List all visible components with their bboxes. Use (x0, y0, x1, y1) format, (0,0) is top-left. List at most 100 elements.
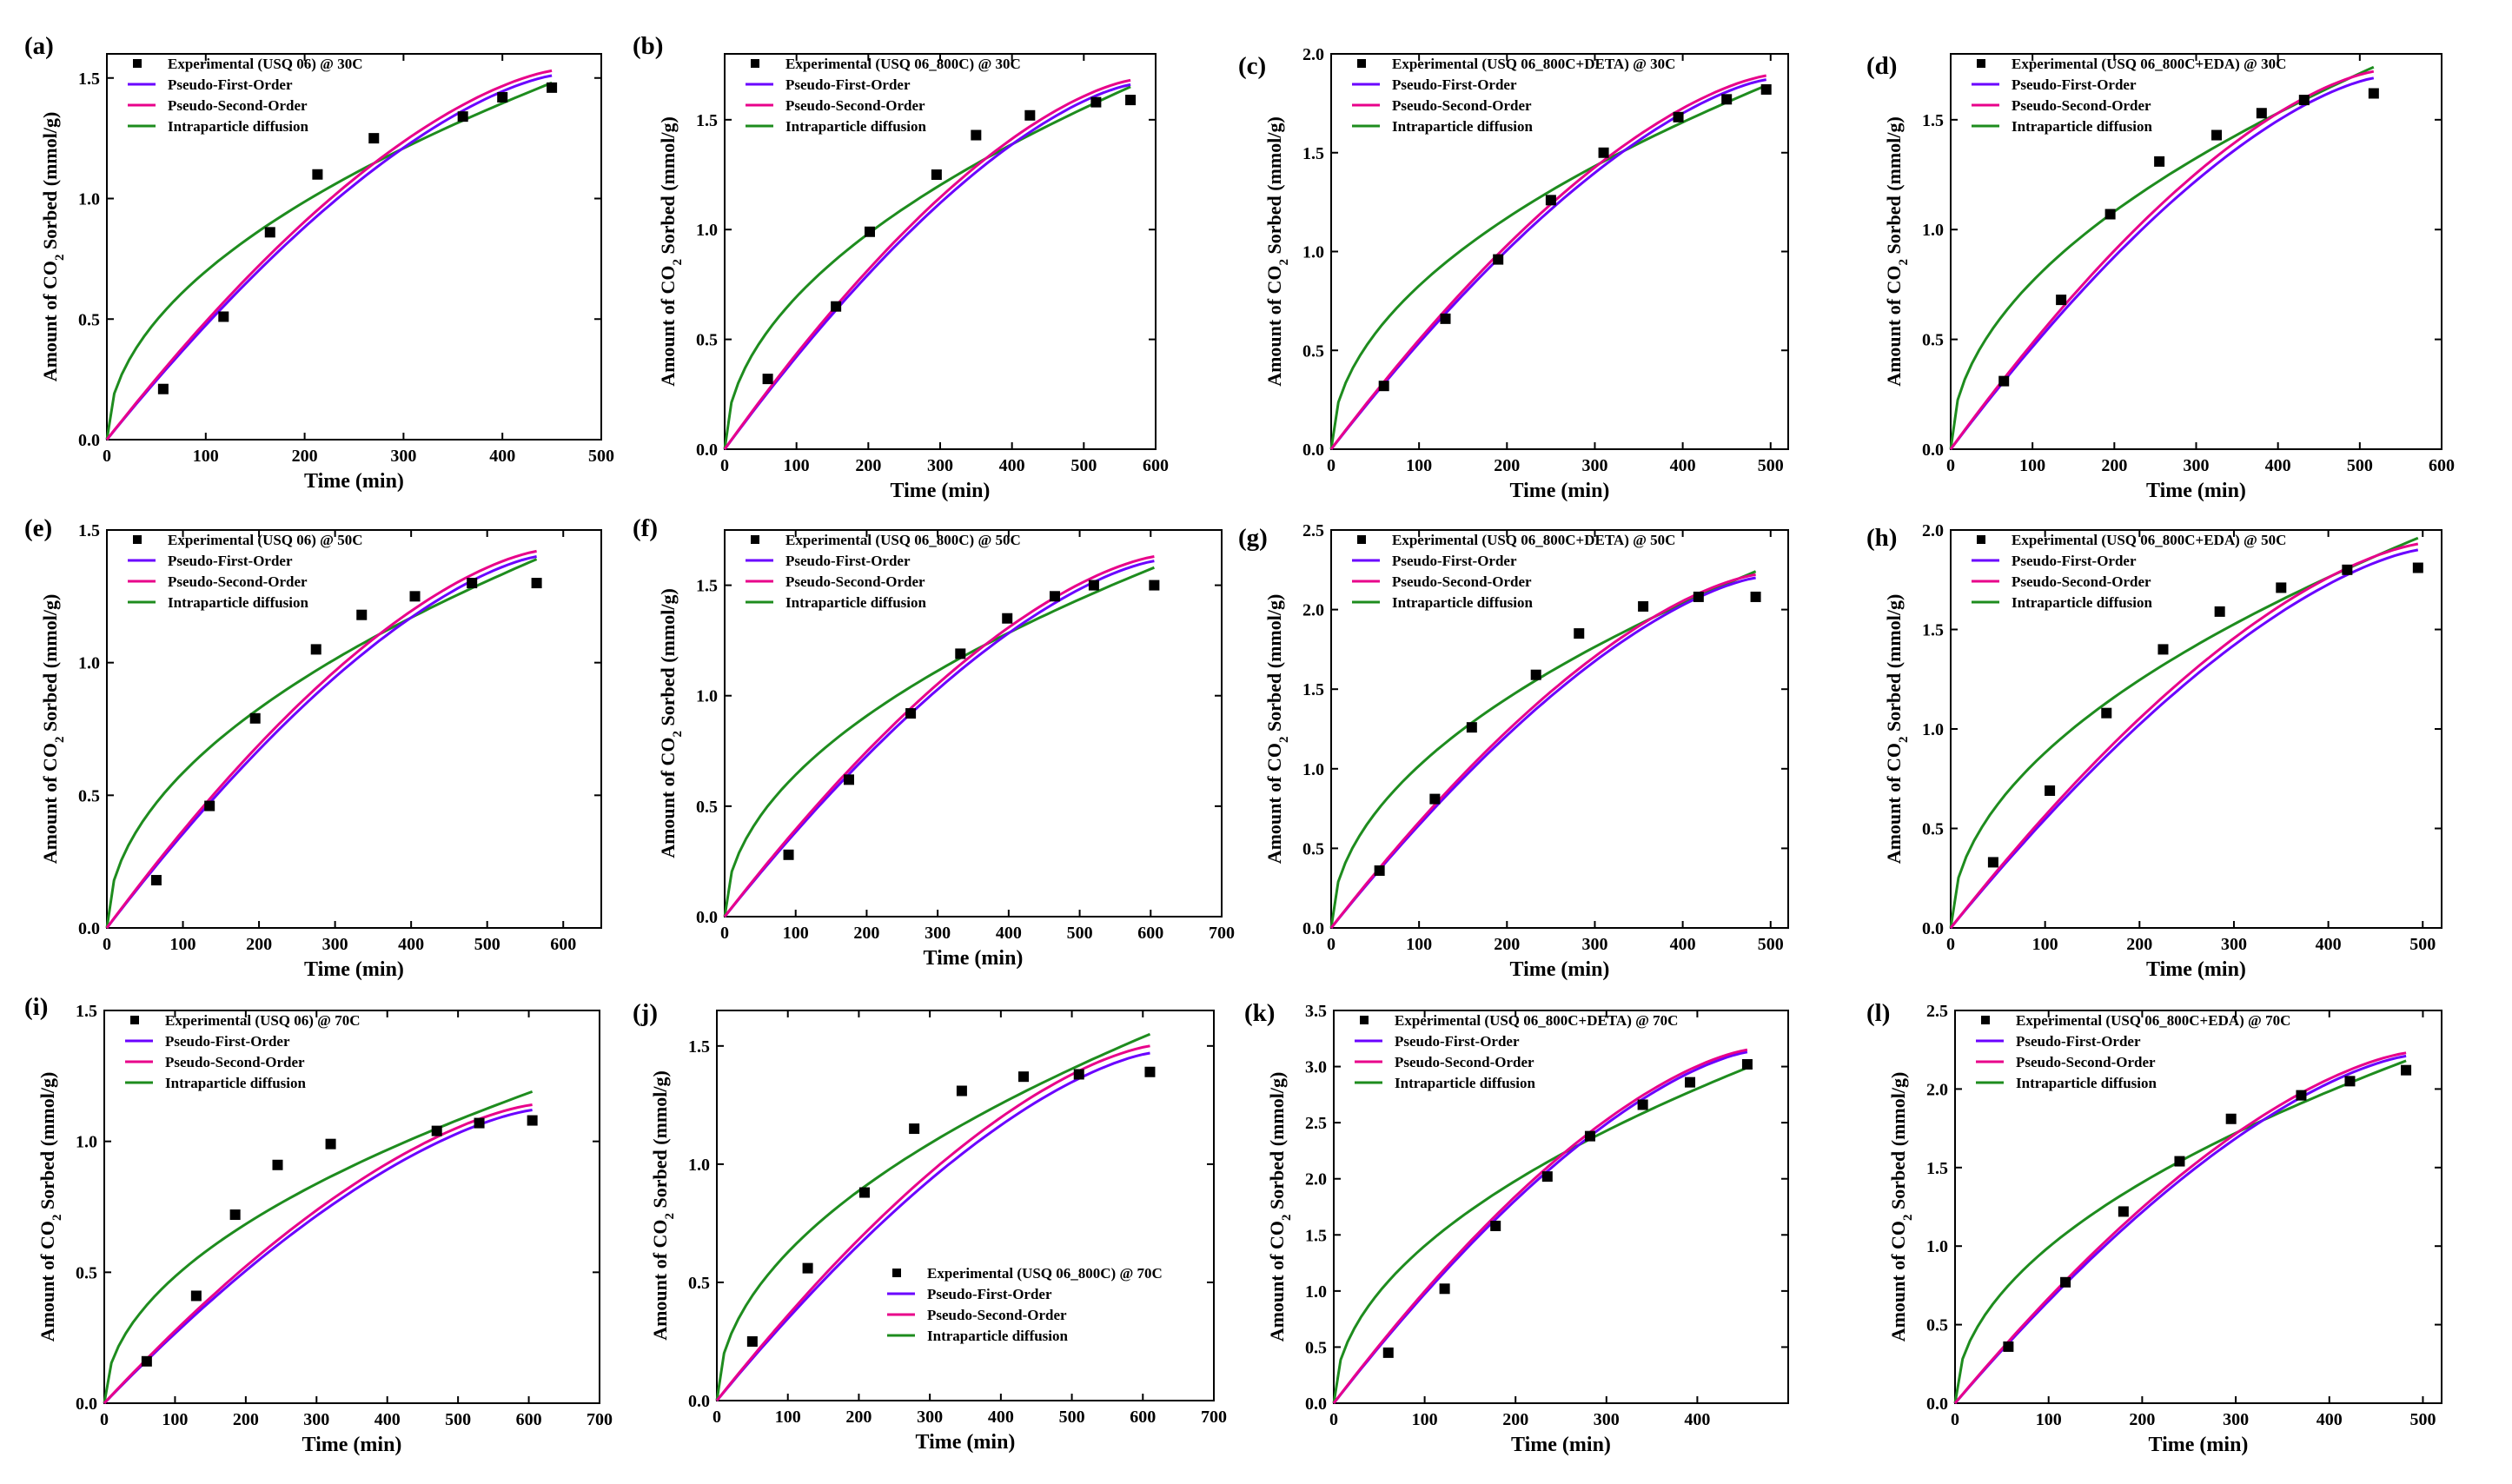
legend-entry: Pseudo-Second-Order (785, 97, 925, 114)
y-tick-label: 0.5 (76, 1263, 97, 1282)
y-tick-label: 1.0 (76, 1133, 97, 1152)
x-tick-label: 200 (2126, 935, 2152, 954)
legend-entry: Pseudo-First-Order (785, 76, 911, 93)
x-tick-label: 300 (1594, 1410, 1620, 1429)
experimental-point (1125, 95, 1137, 106)
panel-f: (f) 0 100 200 300 400 500 600 700 0.0 0.5 1.0 1.5 Tim… (633, 514, 1235, 970)
pso-fit-curve (1329, 74, 1767, 450)
panel-i: (i) 0 100 200 300 400 500 600 700 0.0 0.5 1.0 1.5 Tim… (24, 993, 613, 1456)
ipd-fit-curve (103, 1090, 534, 1404)
experimental-point (864, 226, 875, 237)
experimental-point (2344, 1076, 2356, 1087)
experimental-point (467, 578, 478, 589)
x-tick-label: 400 (2316, 1410, 2343, 1429)
x-axis-label: Time (min) (924, 947, 1024, 970)
x-tick-label: 100 (783, 924, 809, 943)
experimental-point (931, 169, 942, 181)
legend-entry: Pseudo-First-Order (2012, 76, 2137, 93)
experimental-point (1049, 591, 1060, 602)
panel-e: (e) 0 100 200 300 400 500 600 0.0 0.5 1.0 1.5 Time (… (24, 514, 602, 981)
legend: Experimental (USQ 06_800C+EDA) @ 70C Pseu… (1976, 1012, 2290, 1091)
legend-entry: Pseudo-First-Order (1392, 553, 1517, 569)
experimental-point (2154, 156, 2165, 167)
x-axis-label: Time (min) (304, 470, 404, 493)
experimental-point (368, 133, 380, 144)
plot-frame (1333, 1010, 1789, 1404)
legend-entry: Experimental (USQ 06_800C) @ 30C (785, 56, 1021, 72)
ipd-fit-curve (1329, 84, 1767, 450)
y-tick-label: 1.5 (78, 70, 100, 89)
legend: Experimental (USQ 06_800C) @ 50C Pseudo-F… (746, 532, 1021, 611)
y-tick-label: 1.5 (1302, 680, 1324, 699)
y-tick-label: 0.0 (78, 919, 100, 938)
panel-d: (d) 0 100 200 300 400 500 600 0.0 0.5 1.0 1.5 Time (… (1866, 52, 2455, 502)
experimental-point (2003, 1341, 2014, 1352)
plot-frame (716, 1010, 1215, 1401)
x-tick-label: 400 (1670, 935, 1696, 954)
y-tick-label: 1.5 (1922, 621, 1944, 640)
x-tick-label: 500 (1067, 924, 1093, 943)
experimental-point (1018, 1071, 1030, 1083)
x-axis-label: Time (min) (2149, 1434, 2249, 1456)
x-tick-label: 600 (1143, 456, 1169, 475)
x-tick-label: 300 (925, 924, 951, 943)
legend-marker-experimental (892, 1269, 901, 1277)
ipd-fit-curve (723, 85, 1131, 450)
experimental-point (2296, 1090, 2307, 1101)
panel-label: (k) (1244, 999, 1275, 1027)
x-tick-label: 700 (1201, 1408, 1227, 1427)
legend-marker-experimental (1977, 535, 1985, 544)
legend: Experimental (USQ 06_800C) @ 70C Pseudo-F… (887, 1265, 1163, 1344)
y-axis-label: Amount of CO2 Sorbed (mmol/g) (1263, 116, 1291, 387)
panel-label: (a) (24, 32, 54, 60)
legend-marker-experimental (133, 59, 142, 68)
y-tick-label: 1.0 (696, 687, 718, 706)
y-tick-label: 0.5 (1922, 820, 1944, 839)
y-tick-label: 0.5 (1305, 1338, 1327, 1357)
x-tick-label: 400 (1684, 1410, 1710, 1429)
experimental-point (1693, 591, 1704, 602)
pso-fit-curve (1953, 1051, 2407, 1404)
y-tick-label: 3.0 (1305, 1058, 1327, 1077)
legend: Experimental (USQ 06_800C+DETA) @ 30C Pse… (1352, 56, 1675, 135)
legend-entry: Intraparticle diffusion (2012, 118, 2153, 135)
x-tick-label: 300 (2221, 935, 2247, 954)
pso-fit-curve (723, 555, 1155, 918)
experimental-point (802, 1262, 813, 1274)
pfo-fit-curve (1949, 548, 2419, 929)
plot-frame (106, 529, 602, 929)
x-tick-label: 200 (246, 935, 272, 954)
pfo-fit-curve (105, 555, 537, 929)
experimental-point (844, 774, 854, 785)
legend-entry: Pseudo-Second-Order (785, 573, 925, 590)
x-tick-label: 0 (1327, 935, 1336, 954)
x-axis-label: Time (min) (916, 1431, 1016, 1454)
ipd-fit-curve (105, 81, 553, 441)
panel-b: (b) 0 100 200 300 400 500 600 0.0 0.5 1.0 1.5 Time (… (633, 32, 1169, 502)
x-tick-label: 300 (2223, 1410, 2249, 1429)
experimental-point (264, 227, 275, 238)
y-axis-label: Amount of CO2 Sorbed (mmol/g) (657, 588, 685, 858)
y-axis-label: Amount of CO2 Sorbed (mmol/g) (39, 594, 67, 865)
legend: Experimental (USQ 06) @ 50C Pseudo-First-… (128, 532, 363, 611)
legend-entry: Pseudo-Second-Order (168, 97, 308, 114)
legend-entry: Pseudo-Second-Order (927, 1307, 1067, 1323)
experimental-point (971, 129, 982, 141)
experimental-point (1760, 83, 1772, 95)
legend-marker-experimental (1360, 1016, 1369, 1024)
x-tick-label: 0 (1327, 456, 1336, 475)
y-tick-label: 0.5 (78, 786, 100, 805)
legend-entry: Intraparticle diffusion (785, 118, 927, 135)
y-tick-label: 0.0 (1922, 441, 1944, 460)
y-tick-label: 0.5 (1926, 1316, 1948, 1335)
x-tick-label: 300 (917, 1408, 943, 1427)
plot-frame (103, 1010, 600, 1404)
panel-g: (g) 0 100 200 300 400 500 0.0 0.5 1.0 1.5 2.0 2.5 Tim… (1238, 521, 1789, 981)
experimental-point (141, 1355, 152, 1367)
experimental-point (1090, 96, 1102, 108)
pso-fit-curve (1332, 1048, 1748, 1404)
y-tick-label: 0.0 (78, 431, 100, 450)
experimental-point (1440, 313, 1451, 324)
y-tick-label: 3.5 (1305, 1002, 1327, 1021)
experimental-point (1750, 591, 1761, 602)
